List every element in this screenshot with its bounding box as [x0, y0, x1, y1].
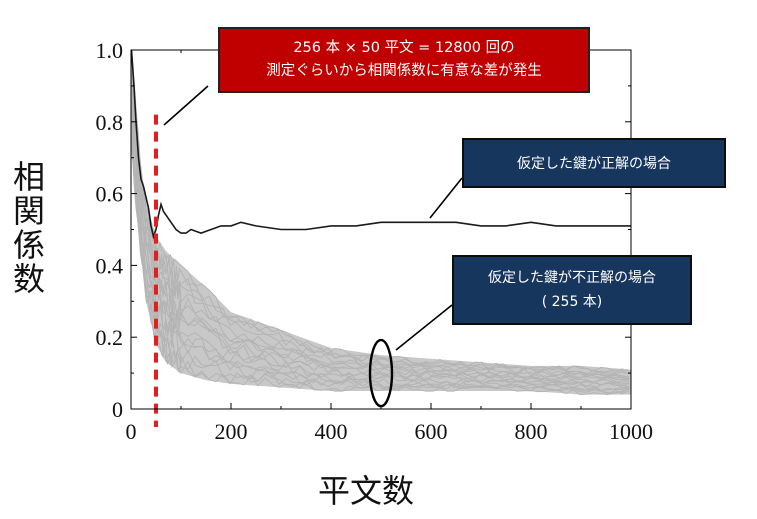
x-tick-label: 800	[515, 419, 548, 444]
threshold-annotation-line2: 測定ぐらいから相関係数に有意な差が発生	[266, 63, 542, 79]
y-tick-label: 0.6	[96, 182, 124, 207]
incorrect-key-trace	[131, 49, 630, 373]
y-tick-label: 1.0	[96, 38, 124, 63]
y-tick-label: 0.2	[96, 325, 124, 350]
x-tick-label: 400	[315, 419, 348, 444]
incorrect-key-trace	[131, 145, 630, 396]
correct-key-line	[130, 49, 631, 240]
y-axis-title: 相関係数	[8, 160, 46, 296]
x-tick-label: 600	[415, 419, 448, 444]
threshold-pointer	[163, 85, 209, 126]
correct-key-pointer	[429, 177, 463, 219]
x-tick-label: 0	[126, 419, 137, 444]
correct-key-annotation: 仮定した鍵が正解の場合	[462, 138, 726, 188]
threshold-annotation: 256 本 × 50 平文 = 12800 回の 測定ぐらいから相関係数に有意な…	[218, 27, 590, 93]
wrong-key-pointer	[395, 304, 453, 351]
threshold-annotation-line1: 256 本 × 50 平文 = 12800 回の	[293, 40, 515, 56]
wrong-key-label-line2: ( 255 本)	[541, 294, 603, 310]
incorrect-key-trace	[131, 117, 630, 390]
wrong-key-label-line1: 仮定した鍵が不正解の場合	[488, 270, 656, 286]
incorrect-key-trace	[131, 81, 630, 381]
axes: 0 0.2 0.4 0.6 0.8 1.0 0 200 400 600 800 1000	[96, 38, 654, 444]
x-axis-title: 平文数	[318, 472, 415, 510]
x-tick-label: 200	[215, 419, 248, 444]
x-tick-label: 1000	[609, 419, 653, 444]
correct-key-label: 仮定した鍵が正解の場合	[517, 156, 671, 172]
plot-area	[130, 49, 631, 427]
wrong-key-annotation: 仮定した鍵が不正解の場合 ( 255 本)	[452, 255, 692, 325]
incorrect-key-trace	[131, 81, 630, 380]
y-tick-label: 0	[112, 397, 123, 422]
y-tick-label: 0.4	[96, 253, 124, 278]
incorrect-key-trace	[131, 57, 630, 375]
incorrect-key-band	[131, 50, 631, 395]
y-tick-label: 0.8	[96, 110, 124, 135]
